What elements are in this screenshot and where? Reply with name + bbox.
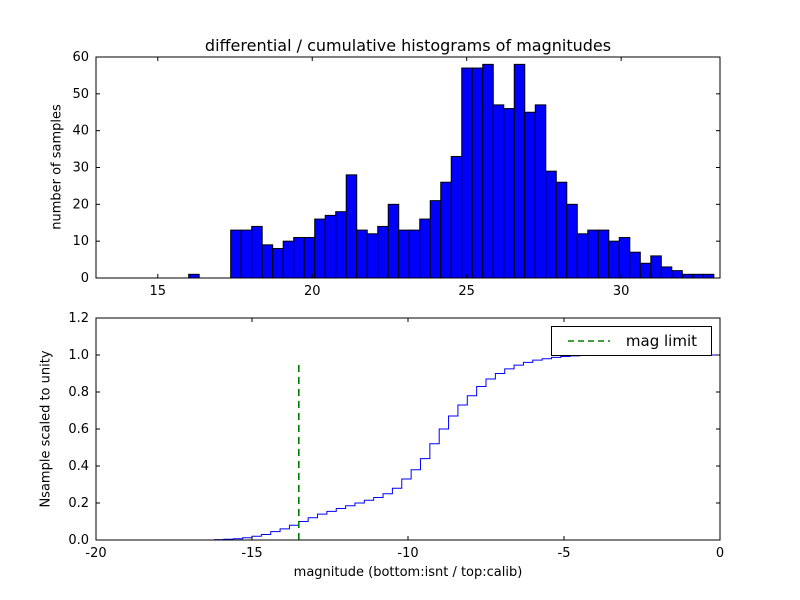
svg-text:1.2: 1.2 (68, 311, 89, 326)
svg-text:-15: -15 (241, 546, 262, 561)
svg-text:0.0: 0.0 (68, 533, 89, 548)
legend-label: mag limit (625, 332, 697, 350)
svg-text:40: 40 (72, 124, 89, 139)
svg-text:-5: -5 (558, 546, 571, 561)
chart-title: differential / cumulative histograms of … (204, 36, 612, 55)
top-y-axis-label: number of samples (49, 104, 65, 230)
svg-text:-10: -10 (397, 546, 418, 561)
svg-text:0.8: 0.8 (68, 385, 89, 400)
svg-text:0.2: 0.2 (68, 496, 89, 511)
svg-text:20: 20 (72, 197, 89, 212)
svg-text:0.4: 0.4 (68, 459, 89, 474)
bottom-y-axis-label: Nsample scaled to unity (38, 350, 54, 508)
svg-text:10: 10 (72, 234, 89, 249)
x-axis-label: magnitude (bottom:isnt / top:calib) (293, 565, 523, 580)
svg-text:25: 25 (458, 284, 475, 299)
svg-text:1.0: 1.0 (68, 348, 89, 363)
svg-text:60: 60 (72, 50, 89, 65)
svg-text:30: 30 (613, 284, 630, 299)
svg-text:0: 0 (81, 271, 89, 286)
svg-text:30: 30 (72, 161, 89, 176)
legend-dashed-line-icon (567, 340, 610, 342)
svg-text:-20: -20 (85, 546, 106, 561)
svg-text:0.6: 0.6 (68, 422, 89, 437)
svg-text:0: 0 (716, 546, 724, 561)
svg-text:15: 15 (150, 284, 167, 299)
legend: mag limit (550, 326, 712, 356)
svg-text:50: 50 (72, 87, 89, 102)
svg-text:20: 20 (304, 284, 321, 299)
